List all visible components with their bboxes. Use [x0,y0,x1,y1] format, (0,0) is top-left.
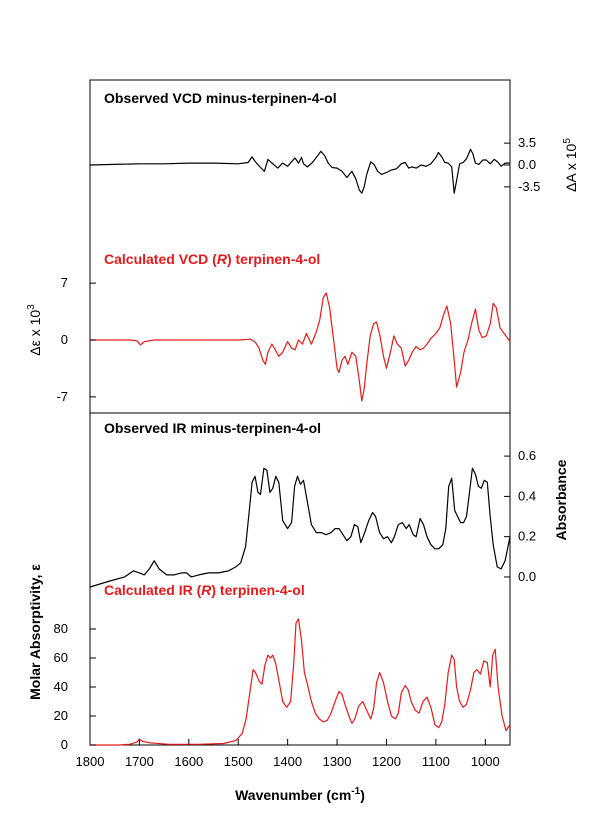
x-tick-label: 1300 [323,754,352,769]
y-tick-label-panel-4: 0 [61,737,68,752]
y-tick-label-panel-4: 80 [54,621,68,636]
x-tick-label: 1200 [372,754,401,769]
y-tick-label-panel-3: 0.0 [518,569,536,584]
lower-plot-frame [89,412,511,746]
y-tick-label-panel-1: 0.0 [518,157,536,172]
observed-vcd-title: Observed VCD minus-terpinen-4-ol [104,90,337,106]
y-tick-label-panel-3: 0.6 [518,448,536,463]
y-tick-label-panel-2: 0 [61,332,68,347]
y-tick-label-panel-3: 0.4 [518,488,536,503]
y-tick-label-panel-3: 0.2 [518,529,536,544]
y-tick-label-panel-1: 3.5 [518,135,536,150]
series-line-panel-1 [89,148,510,194]
series-line-panel-4 [90,618,511,746]
left-top-axis-label: Δε x 103 [26,304,43,356]
observed-ir-title: Observed IR minus-terpinen-4-ol [104,420,321,436]
y-tick-label-panel-1: -3.5 [518,179,540,194]
x-axis-label: Wavenumber (cm-1) [235,786,365,803]
x-tick-label: 1800 [76,754,105,769]
series-line-panel-3 [89,467,511,588]
x-tick-label: 1400 [273,754,302,769]
right-top-axis-label: ΔA x 105 [562,138,579,192]
calculated-ir-title: Calculated IR (R) terpinen-4-ol [104,582,305,598]
y-tick-label-panel-4: 40 [54,679,68,694]
x-tick-label: 1100 [422,754,450,769]
y-tick-label-panel-4: 60 [54,650,68,665]
y-tick-label-panel-2: -7 [56,389,68,404]
y-tick-label-panel-2: 7 [61,275,68,290]
x-tick-label: 1500 [224,754,253,769]
x-tick-label: 1600 [174,754,203,769]
calculated-vcd-title: Calculated VCD (R) terpinen-4-ol [104,251,320,267]
right-bottom-axis-label: Absorbance [553,459,569,540]
left-bottom-axis-label: Molar Absorptivity, ε [27,564,43,700]
series-line-panel-2 [90,292,511,402]
upper-plot-frame [89,79,511,414]
y-tick-label-panel-4: 20 [54,708,68,723]
x-tick-label: 1000 [471,754,500,769]
x-tick-label: 1700 [125,754,154,769]
